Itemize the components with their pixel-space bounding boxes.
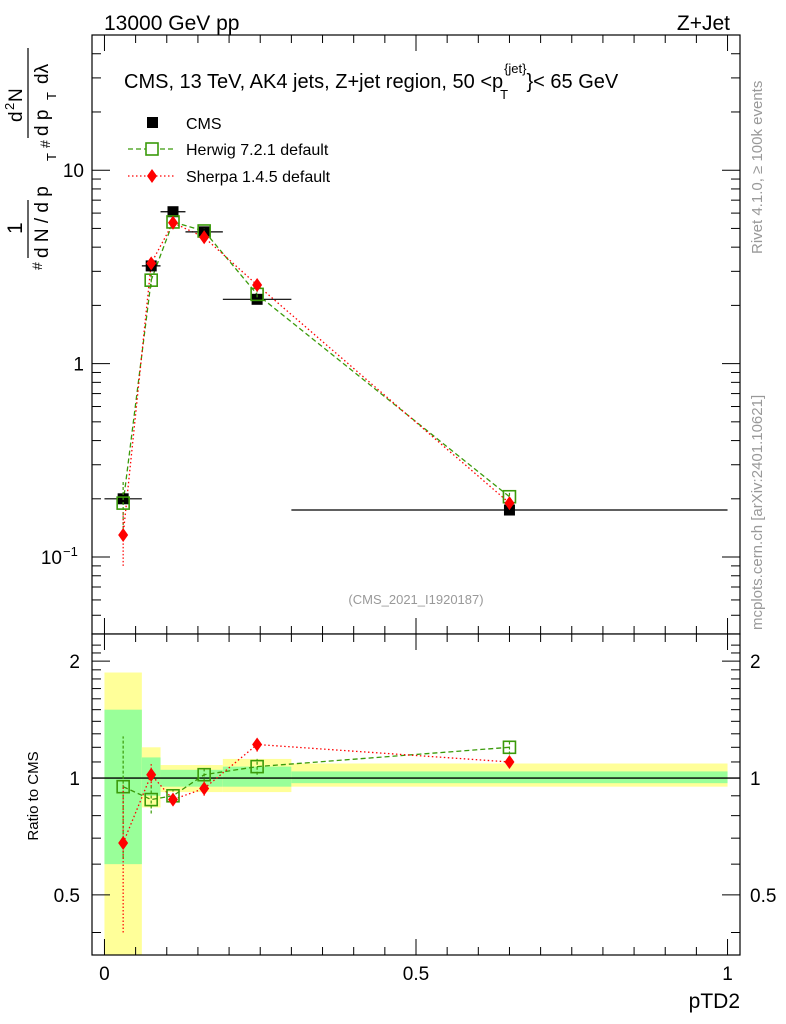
cms-point	[251, 293, 263, 305]
ratio-sherpa-point	[146, 767, 157, 782]
plot-title-suffix: }< 65 GeV	[527, 71, 619, 93]
analysis-id-label: (CMS_2021_I1920187)	[348, 592, 483, 607]
main-series-layer	[104, 206, 728, 566]
ratio-y-tick-label-right: 0.5	[750, 886, 776, 907]
sherpa-point	[118, 527, 129, 542]
mcplots-label: mcplots.cern.ch [arXiv:2401.10621]	[749, 395, 766, 630]
svg-text:N: N	[6, 88, 27, 102]
plot-title-p: p	[492, 71, 503, 93]
legend-sherpa-marker	[147, 169, 157, 183]
main-y-tick-label: 1	[73, 355, 84, 376]
svg-text:d N / d p: d N / d p	[32, 186, 53, 258]
header-beam-label: 13000 GeV pp	[104, 12, 239, 35]
herwig-line	[122, 221, 510, 504]
plot-title: CMS, 13 TeV, AK4 jets, Z+jet region, 50 …	[124, 61, 619, 102]
svg-text:d: d	[6, 111, 27, 122]
sherpa-point	[504, 496, 515, 511]
ratio-band-inner	[222, 766, 292, 787]
ratio-y-axis-label: Ratio to CMS	[25, 751, 42, 840]
svg-text:#: #	[37, 140, 53, 148]
svg-text:dλ: dλ	[32, 63, 53, 84]
rivet-version-label: Rivet 4.1.0, ≥ 100k events	[749, 81, 766, 254]
sherpa-point	[199, 230, 210, 245]
ratio-plot-area	[92, 634, 740, 955]
legend: CMS Herwig 7.2.1 default Sherpa 1.4.5 de…	[128, 116, 331, 186]
ratio-y-tick-label: 2	[69, 652, 80, 673]
header-process-label: Z+Jet	[677, 12, 730, 35]
plot-title-sub: T	[500, 87, 508, 102]
ratio-sherpa-point	[118, 836, 129, 851]
ratio-sherpa-point	[168, 792, 178, 807]
svg-text:d p: d p	[32, 110, 53, 136]
main-plot-area	[92, 35, 740, 634]
svg-text:1: 1	[4, 222, 27, 234]
legend-sherpa-label: Sherpa 1.4.5 default	[186, 169, 331, 186]
ratio-y-tick-label: 1	[69, 769, 80, 790]
main-y-tick-exponent: −1	[63, 544, 78, 559]
ratio-sherpa-point	[199, 781, 210, 796]
ratio-sherpa-point	[504, 754, 515, 769]
herwig-point	[116, 496, 130, 510]
svg-text:T: T	[44, 92, 59, 100]
ratio-herwig-point	[250, 759, 264, 774]
ratio-y-tick-label: 0.5	[54, 886, 80, 907]
ratio-herwig-point	[144, 792, 158, 807]
legend-cms-label: CMS	[186, 116, 222, 133]
sherpa-point	[168, 215, 178, 230]
ratio-y-tick-label-right: 2	[750, 652, 761, 673]
ratio-x-tick-label: 0	[99, 964, 110, 985]
sherpa-line	[122, 221, 510, 536]
sherpa-point	[146, 256, 157, 271]
ratio-herwig-point	[197, 767, 211, 782]
legend-herwig-label: Herwig 7.2.1 default	[186, 142, 329, 159]
ratio-axes: 0.5 0.5 1 1 2 2 0 0.5 1	[54, 633, 776, 985]
ratio-x-tick-label: 0.5	[403, 964, 429, 985]
svg-text:T: T	[44, 153, 59, 161]
legend-herwig-marker	[145, 142, 159, 156]
main-background	[92, 35, 740, 634]
ratio-sherpa-point	[252, 737, 263, 752]
ratio-y-tick-label-right: 1	[750, 769, 761, 790]
ratio-band-inner	[291, 771, 728, 784]
ratio-background	[92, 634, 740, 955]
main-y-axis-label: # 1 d N / d p T # d 2 N d p T dλ	[2, 48, 59, 270]
cms-point	[167, 206, 179, 218]
ratio-x-tick-label: 1	[722, 964, 733, 985]
ratio-herwig-point	[116, 779, 130, 794]
sherpa-point	[252, 277, 263, 292]
main-y-tick-label: 10	[41, 548, 62, 569]
ratio-herwig-point	[502, 740, 517, 755]
plot-title-prefix: CMS, 13 TeV, AK4 jets, Z+jet region, 50 …	[124, 71, 492, 93]
legend-cms-marker	[147, 117, 158, 128]
x-axis-label: pTD2	[689, 990, 740, 1013]
ratio-herwig-line	[122, 746, 510, 801]
svg-text:2: 2	[2, 103, 17, 110]
svg-text:#: #	[29, 262, 45, 270]
plot-title-sup: {jet}	[504, 61, 527, 76]
main-y-tick-label: 10	[63, 161, 84, 182]
herwig-point	[144, 273, 158, 287]
ratio-series-layer	[116, 736, 517, 933]
